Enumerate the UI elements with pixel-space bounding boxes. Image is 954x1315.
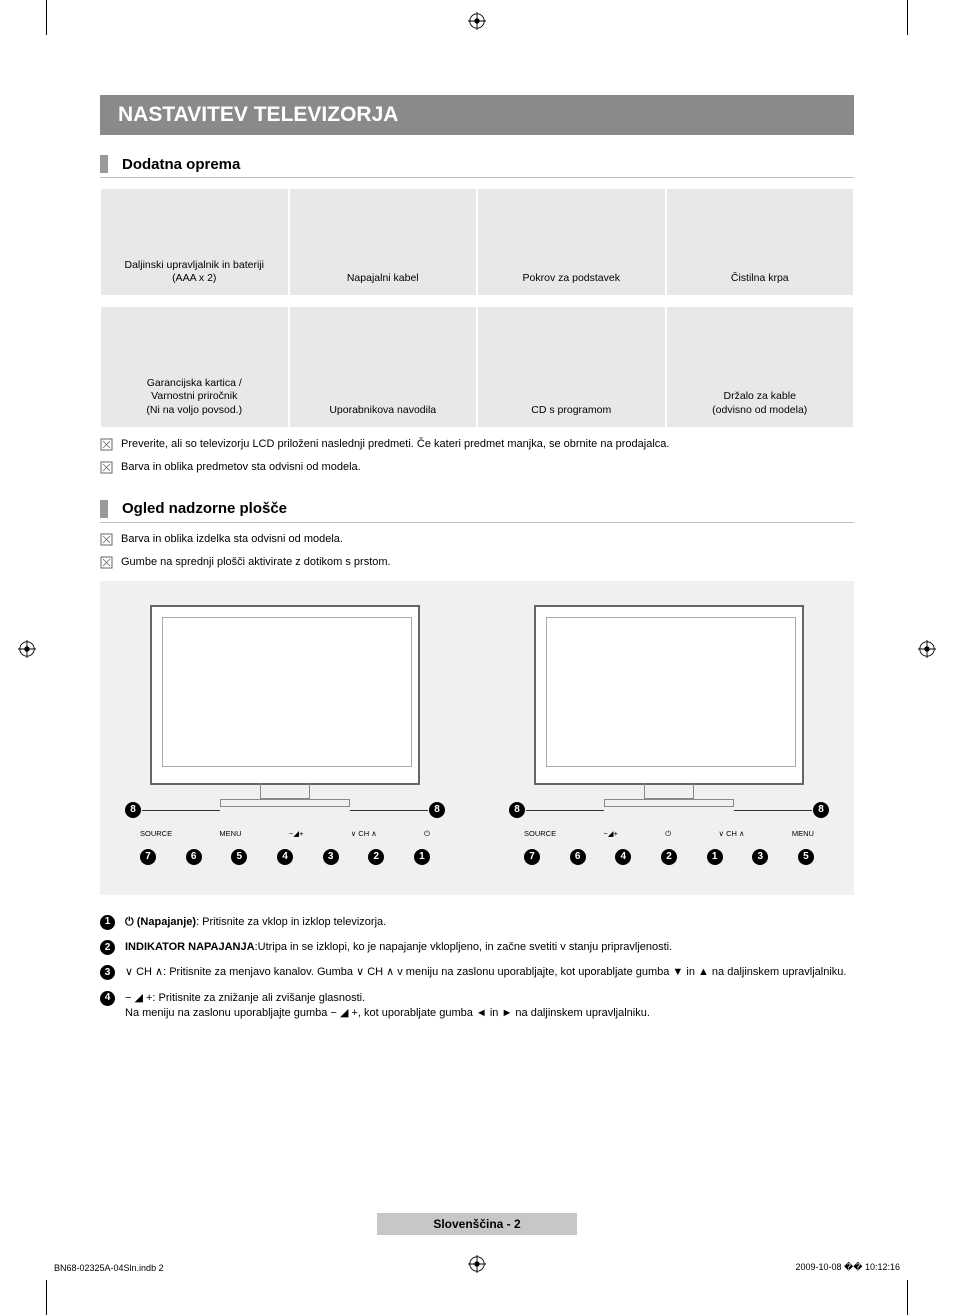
callout: 3 <box>323 849 339 865</box>
note-icon <box>100 533 113 546</box>
registration-mark-icon <box>18 640 36 658</box>
accessory-label: Čistilna krpa <box>731 272 789 285</box>
section-title: Ogled nadzorne plošče <box>122 500 287 517</box>
note: Barva in oblika izdelka sta odvisni od m… <box>100 533 854 546</box>
panel-btn: ∨ CH ∧ <box>719 829 745 839</box>
callout: 1 <box>414 849 430 865</box>
numbered-list: 1 ⏻ (Napajanje): Pritisnite za vklop in … <box>100 915 854 1022</box>
file-name: BN68-02325A-04Sln.indb 2 <box>54 1263 164 1273</box>
item-number: 2 <box>100 940 115 955</box>
section-title: Dodatna oprema <box>122 156 240 173</box>
item-number: 1 <box>100 915 115 930</box>
note-icon <box>100 461 113 474</box>
panel-btn: MENU <box>792 829 814 839</box>
note-icon <box>100 556 113 569</box>
panel-btn: −◢+ <box>603 829 618 839</box>
accessory-row: Daljinski upravljalnik in bateriji(AAA x… <box>100 188 854 296</box>
accessory-cell: Držalo za kable(odvisno od modela) <box>666 306 855 427</box>
accessory-label: Garancijska kartica /Varnostni priročnik… <box>146 377 242 416</box>
page-title: NASTAVITEV TELEVIZORJA <box>100 95 854 135</box>
callout: 1 <box>707 849 723 865</box>
tv-diagram-right: 8 8 SOURCE −◢+ ⏻ ∨ CH ∧ MENU 7 6 4 <box>504 605 834 865</box>
callout-8: 8 <box>509 802 525 818</box>
callout: 6 <box>186 849 202 865</box>
note-icon <box>100 438 113 451</box>
callout: 5 <box>798 849 814 865</box>
callout: 7 <box>140 849 156 865</box>
list-item: 1 ⏻ (Napajanje): Pritisnite za vklop in … <box>100 915 854 930</box>
note: Gumbe na sprednji plošči aktivirate z do… <box>100 556 854 569</box>
control-panel-figure: 8 8 SOURCE MENU −◢+ ∨ CH ∧ ⏻ 7 6 5 <box>100 581 854 895</box>
note: Barva in oblika predmetov sta odvisni od… <box>100 461 854 474</box>
callout: 3 <box>752 849 768 865</box>
item-number: 4 <box>100 991 115 1006</box>
callout: 4 <box>615 849 631 865</box>
accessory-cell: Uporabnikova navodila <box>289 306 478 427</box>
note: Preverite, ali so televizorju LCD prilož… <box>100 438 854 451</box>
callout: 6 <box>570 849 586 865</box>
accessory-cell: Napajalni kabel <box>289 188 478 296</box>
accessory-cell: Garancijska kartica /Varnostni priročnik… <box>100 306 289 427</box>
section-header: Dodatna oprema <box>100 155 854 178</box>
accessory-label: Uporabnikova navodila <box>329 404 436 417</box>
accessory-cell: Pokrov za podstavek <box>477 188 666 296</box>
callout: 4 <box>277 849 293 865</box>
callout: 2 <box>368 849 384 865</box>
callout-8: 8 <box>813 802 829 818</box>
list-item: 2 INDIKATOR NAPAJANJA:Utripa in se izklo… <box>100 940 854 955</box>
callout: 5 <box>231 849 247 865</box>
list-item: 4 − ◢ +: Pritisnite za znižanje ali zviš… <box>100 991 854 1022</box>
list-item: 3 ∨ CH ∧: Pritisnite za menjavo kanalov.… <box>100 965 854 980</box>
callout-8: 8 <box>125 802 141 818</box>
accessory-cell: Čistilna krpa <box>666 188 855 296</box>
accessory-label: Držalo za kable(odvisno od modela) <box>712 390 807 416</box>
accessory-cell: CD s programom <box>477 306 666 427</box>
panel-btn: SOURCE <box>140 829 172 839</box>
callout: 2 <box>661 849 677 865</box>
accessory-row: Garancijska kartica /Varnostni priročnik… <box>100 306 854 427</box>
item-number: 3 <box>100 965 115 980</box>
page-footer: Slovenščina - 2 <box>377 1213 577 1235</box>
accessory-label: Napajalni kabel <box>347 272 419 285</box>
callout-8: 8 <box>429 802 445 818</box>
accessory-label: CD s programom <box>531 404 611 417</box>
callout: 7 <box>524 849 540 865</box>
accessory-label: Daljinski upravljalnik in bateriji(AAA x… <box>125 259 264 285</box>
panel-btn: ⏻ <box>424 829 430 839</box>
section-header: Ogled nadzorne plošče <box>100 500 854 523</box>
panel-btn: MENU <box>219 829 241 839</box>
panel-btn: ⏻ <box>665 829 671 839</box>
print-footer: BN68-02325A-04Sln.indb 2 2009-10-08 �� 1… <box>54 1262 900 1273</box>
accessory-label: Pokrov za podstavek <box>523 272 620 285</box>
panel-btn: SOURCE <box>524 829 556 839</box>
registration-mark-icon <box>468 12 486 30</box>
accessory-cell: Daljinski upravljalnik in bateriji(AAA x… <box>100 188 289 296</box>
tv-diagram-left: 8 8 SOURCE MENU −◢+ ∨ CH ∧ ⏻ 7 6 5 <box>120 605 450 865</box>
panel-btn: −◢+ <box>289 829 304 839</box>
timestamp: 2009-10-08 �� 10:12:16 <box>795 1262 900 1273</box>
registration-mark-icon <box>918 640 936 658</box>
panel-btn: ∨ CH ∧ <box>351 829 377 839</box>
